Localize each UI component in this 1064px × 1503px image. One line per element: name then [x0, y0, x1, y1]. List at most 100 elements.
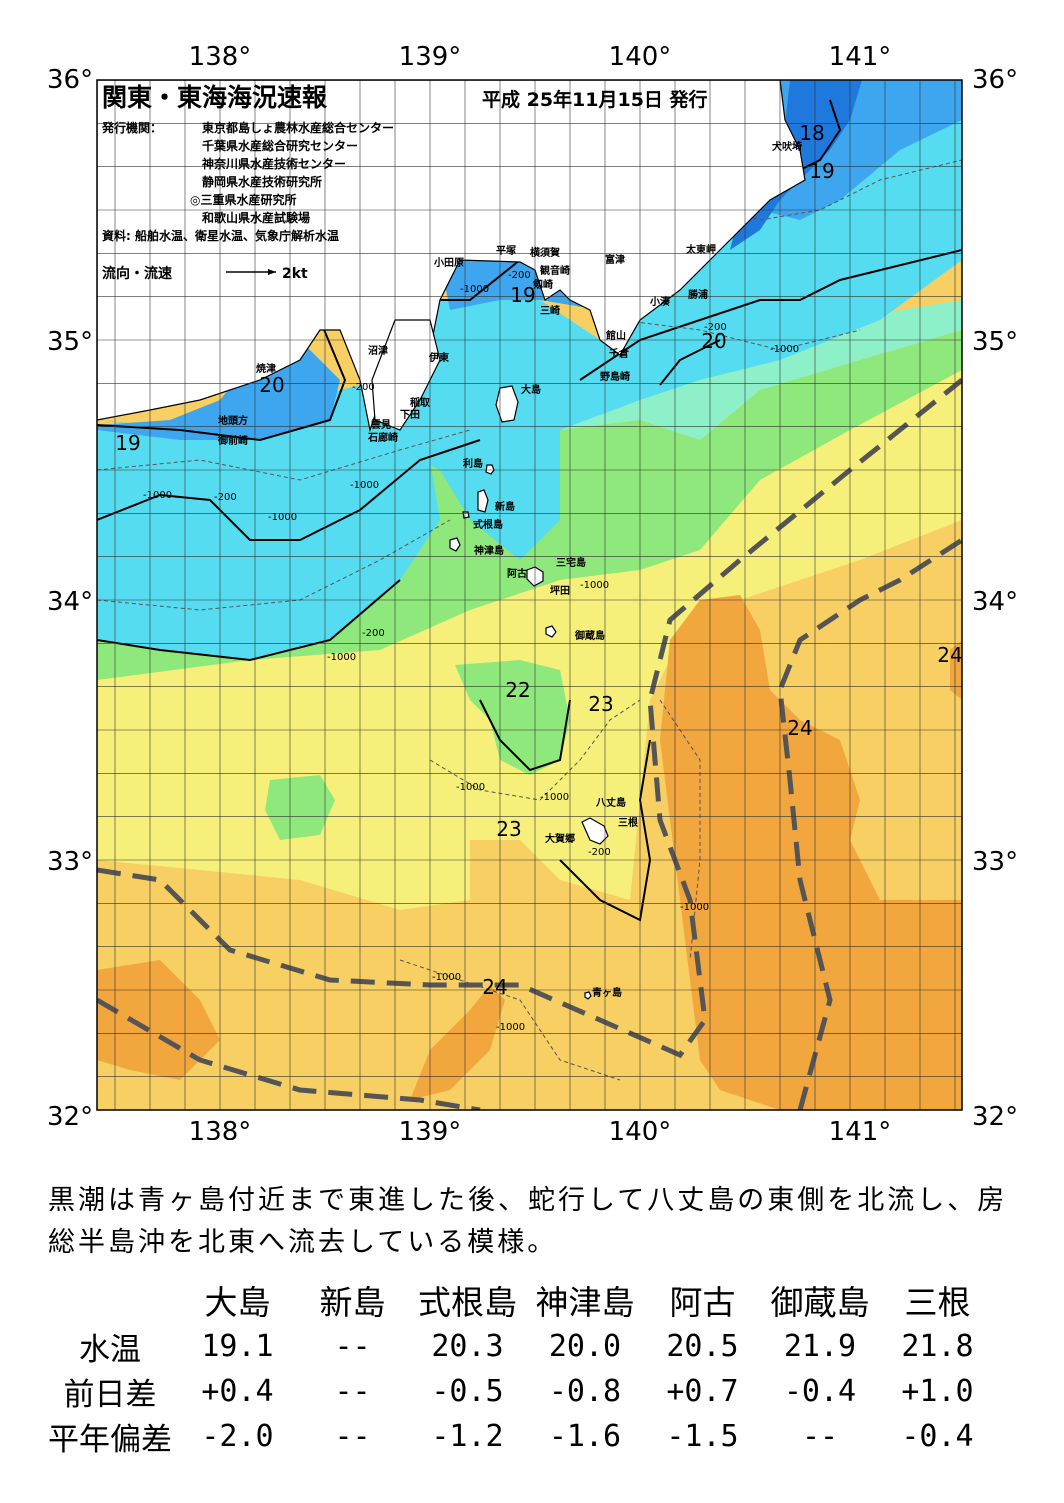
- lon-label-top: 139°: [399, 42, 462, 72]
- place-names: 犬吠埼 太東岬 勝浦 小湊 富津 館山 千倉 野島崎 横須賀 観音崎 平塚 小田…: [217, 140, 802, 999]
- place-name: 小田原: [433, 256, 464, 269]
- table-cell: -2.0: [201, 1419, 274, 1454]
- lat-label-left: 36°: [47, 65, 93, 95]
- sst-24-east: [950, 640, 962, 700]
- place-name: 館山: [605, 329, 626, 342]
- depth-label: -200: [704, 322, 727, 333]
- column-header: 式根島: [418, 1283, 517, 1322]
- table-cell: -1.6: [548, 1419, 622, 1454]
- column-header: 三根: [904, 1283, 971, 1322]
- issue-date: 平成 25年11月15日 発行: [482, 88, 708, 111]
- place-name: 平塚: [496, 244, 516, 257]
- row-label: 平年偏差: [48, 1422, 172, 1458]
- lon-label-bottom: 141°: [829, 1117, 892, 1140]
- place-name: 焼津: [256, 362, 276, 375]
- table-cell: 21.9: [783, 1329, 857, 1364]
- isotherm-label: 22: [505, 678, 530, 702]
- lat-label-left: 33°: [47, 847, 93, 877]
- place-name: 御前崎: [217, 434, 248, 447]
- isotherm-label: 20: [701, 329, 726, 353]
- isotherm-label: 20: [259, 373, 284, 397]
- depth-label: -200: [508, 270, 531, 281]
- depth-label: -1000: [496, 1022, 525, 1033]
- table-cell: -0.8: [548, 1374, 622, 1409]
- lat-label-right: 34°: [972, 587, 1018, 617]
- sst-24-meander: [660, 595, 962, 1110]
- table-cell: 19.1: [201, 1329, 274, 1364]
- isotherm-label: 19: [809, 159, 834, 183]
- place-name: 大賀郷: [545, 832, 575, 845]
- column-header: 新島: [319, 1283, 386, 1322]
- place-name: 沼津: [368, 344, 388, 357]
- table-cell: 21.8: [901, 1329, 974, 1364]
- place-name: 坪田: [550, 584, 570, 597]
- landmass: [97, 80, 806, 1000]
- lon-label-bottom: 140°: [609, 1117, 672, 1140]
- shikinejima-island: [462, 511, 470, 519]
- table-cell: --: [334, 1419, 371, 1454]
- depth-label: -1000: [456, 782, 485, 793]
- kuroshio-axis: [97, 378, 962, 1110]
- sst-24-south2: [410, 985, 505, 1100]
- table-cell: +0.7: [666, 1374, 739, 1409]
- axis-labels: 138° 139° 140° 141° 138° 139° 140° 141° …: [47, 42, 1018, 1140]
- place-name: 式根島: [473, 518, 503, 531]
- column-header: 大島: [204, 1283, 271, 1322]
- depth-label: -1000: [460, 284, 489, 295]
- sst-22-island: [455, 660, 570, 775]
- sst-19-bay: [440, 255, 600, 310]
- table-cell: -0.4: [901, 1419, 974, 1454]
- isotherm-labels: 18 19 19 19 20 20 22 23 23 24 24 24: [115, 121, 962, 999]
- isotherm-label: 18: [799, 121, 824, 145]
- publisher-label: 発行機関：: [101, 120, 162, 135]
- lon-label-top: 138°: [189, 42, 252, 72]
- place-name: 青ヶ島: [592, 986, 622, 999]
- aogashima-island: [584, 991, 592, 1000]
- depth-label: -200: [214, 492, 237, 503]
- table-cell: --: [334, 1329, 371, 1364]
- table-cell: --: [801, 1419, 839, 1454]
- table-cell: 20.0: [548, 1329, 622, 1364]
- publisher-item: ◎三重県水産研究所: [190, 192, 296, 207]
- row-label: 前日差: [63, 1377, 157, 1413]
- depth-labels: -200 -200 -200 -200 -200 -200 -1000 -100…: [143, 270, 799, 1033]
- place-name: 神津島: [474, 544, 504, 557]
- mikurajima-island: [545, 625, 557, 638]
- place-name: 太東岬: [685, 243, 716, 256]
- row-label: 水温: [79, 1332, 141, 1368]
- publisher-item: 和歌山県水産試験場: [201, 210, 310, 225]
- honshu-land: [97, 80, 806, 433]
- lat-label-left: 35°: [47, 327, 93, 357]
- isotherm-label: 19: [115, 431, 140, 455]
- table-cell: +1.0: [901, 1374, 974, 1409]
- lon-label-bottom: 139°: [399, 1117, 462, 1140]
- place-name: 利島: [463, 457, 483, 470]
- depth-label: -1000: [540, 792, 569, 803]
- niijima-island: [477, 489, 489, 513]
- table-cell: 20.3: [431, 1329, 504, 1364]
- column-header: 阿古: [669, 1283, 736, 1322]
- oshima-island: [495, 385, 519, 423]
- depth-label: -1000: [327, 652, 356, 663]
- depth-label: -1000: [268, 512, 297, 523]
- table-cell: -1.5: [666, 1419, 739, 1454]
- table-row: 平年偏差 -2.0 -- -1.2 -1.6 -1.5 -- -0.4: [40, 1414, 995, 1459]
- isotherm-label: 23: [588, 692, 613, 716]
- current-arrow-head-icon: [268, 269, 276, 275]
- publisher-item: 神奈川県水産技術センター: [202, 156, 346, 171]
- publisher-item: 千葉県水産総合研究センター: [202, 138, 358, 153]
- lon-label-top: 140°: [609, 42, 672, 72]
- hachijojima-island: [581, 817, 609, 845]
- toshima-island: [485, 464, 495, 475]
- lat-label-left: 32°: [47, 1102, 93, 1132]
- place-name: 伊東: [428, 351, 449, 364]
- table-cell: -0.5: [431, 1374, 504, 1409]
- place-name: 横須賀: [530, 246, 560, 259]
- depth-label: -1000: [432, 972, 461, 983]
- izu-peninsula: [371, 319, 441, 431]
- table-cell: -1.2: [431, 1419, 504, 1454]
- place-name: 剱崎: [532, 278, 553, 291]
- lat-label-left: 34°: [47, 587, 93, 617]
- lon-label-bottom: 138°: [189, 1117, 252, 1140]
- depth-label: -1000: [143, 490, 172, 501]
